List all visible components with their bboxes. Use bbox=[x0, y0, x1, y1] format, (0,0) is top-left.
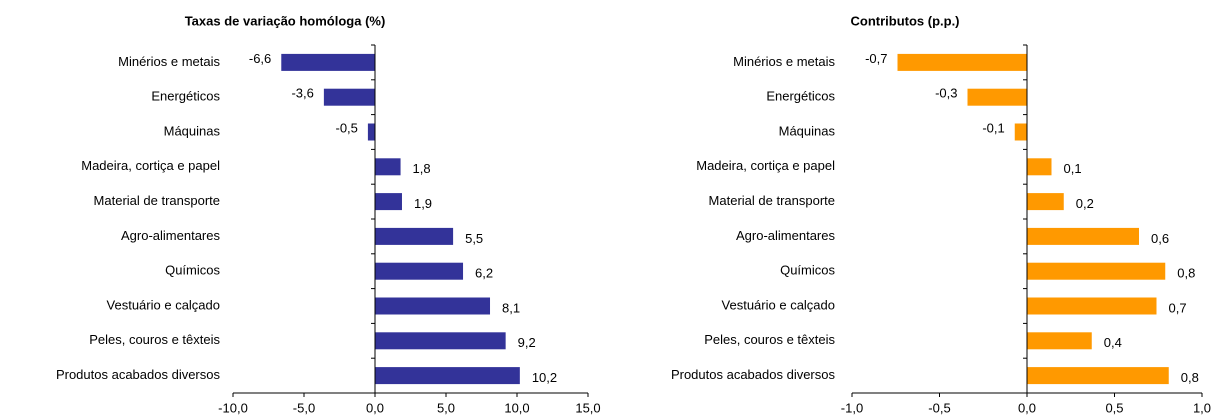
bar bbox=[1027, 332, 1092, 350]
category-label: Madeira, cortiça e papel bbox=[81, 158, 220, 173]
category-label: Químicos bbox=[165, 263, 220, 278]
category-label: Energéticos bbox=[766, 89, 835, 104]
x-tick-label: 5,0 bbox=[437, 400, 455, 415]
value-label: -3,6 bbox=[291, 86, 313, 101]
value-label: 6,2 bbox=[475, 266, 493, 281]
category-label: Produtos acabados diversos bbox=[671, 367, 836, 382]
category-label: Vestuário e calçado bbox=[722, 297, 835, 312]
category-label: Minérios e metais bbox=[733, 54, 835, 69]
value-label: -0,1 bbox=[982, 120, 1004, 135]
category-label: Químicos bbox=[780, 263, 835, 278]
category-label: Peles, couros e têxteis bbox=[89, 332, 220, 347]
category-label: Material de transporte bbox=[94, 193, 220, 208]
chart-title: Contributos (p.p.) bbox=[850, 13, 959, 28]
x-tick-label: 0,0 bbox=[1018, 400, 1036, 415]
value-label: 0,8 bbox=[1177, 266, 1195, 281]
value-label: 1,9 bbox=[414, 196, 432, 211]
x-tick-label: 0,5 bbox=[1105, 400, 1123, 415]
category-label: Madeira, cortiça e papel bbox=[696, 158, 835, 173]
category-label: Material de transporte bbox=[709, 193, 835, 208]
x-tick-label: 10,0 bbox=[504, 400, 529, 415]
value-label: 0,4 bbox=[1104, 335, 1122, 350]
bar bbox=[375, 262, 464, 280]
value-label: 8,1 bbox=[502, 300, 520, 315]
value-label: -6,6 bbox=[249, 51, 271, 66]
value-label: 0,7 bbox=[1169, 300, 1187, 315]
bar bbox=[1014, 123, 1027, 141]
category-label: Máquinas bbox=[779, 123, 836, 138]
bar bbox=[1027, 262, 1166, 280]
bar bbox=[1027, 367, 1169, 385]
bar bbox=[375, 367, 520, 385]
value-label: 0,1 bbox=[1064, 161, 1082, 176]
value-label: 1,8 bbox=[413, 161, 431, 176]
category-label: Agro-alimentares bbox=[736, 228, 835, 243]
bar bbox=[367, 123, 375, 141]
x-tick-label: -10,0 bbox=[218, 400, 248, 415]
x-tick-label: 0,0 bbox=[366, 400, 384, 415]
bar bbox=[375, 297, 491, 315]
category-label: Produtos acabados diversos bbox=[56, 367, 221, 382]
value-label: -0,3 bbox=[935, 86, 957, 101]
x-tick-label: -0,5 bbox=[928, 400, 950, 415]
category-label: Energéticos bbox=[151, 89, 220, 104]
value-label: 0,8 bbox=[1181, 370, 1199, 385]
value-label: -0,5 bbox=[335, 120, 357, 135]
bar bbox=[1027, 158, 1052, 176]
bar bbox=[323, 88, 375, 106]
chart-title: Taxas de variação homóloga (%) bbox=[185, 13, 386, 28]
bar bbox=[1027, 193, 1064, 211]
bar bbox=[375, 332, 506, 350]
category-label: Agro-alimentares bbox=[121, 228, 220, 243]
bar bbox=[281, 53, 375, 71]
value-label: 10,2 bbox=[532, 370, 557, 385]
category-label: Peles, couros e têxteis bbox=[704, 332, 835, 347]
value-label: 9,2 bbox=[518, 335, 536, 350]
bar bbox=[375, 227, 454, 245]
value-label: 0,2 bbox=[1076, 196, 1094, 211]
x-tick-label: -1,0 bbox=[841, 400, 863, 415]
bar bbox=[897, 53, 1027, 71]
value-label: 0,6 bbox=[1151, 231, 1169, 246]
value-label: 5,5 bbox=[465, 231, 483, 246]
x-tick-label: 1,0 bbox=[1193, 400, 1211, 415]
category-label: Máquinas bbox=[164, 123, 221, 138]
category-label: Minérios e metais bbox=[118, 54, 220, 69]
bar bbox=[967, 88, 1027, 106]
value-label: -0,7 bbox=[865, 51, 887, 66]
x-tick-label: -5,0 bbox=[293, 400, 315, 415]
bar bbox=[1027, 297, 1157, 315]
bar bbox=[375, 193, 402, 211]
bar bbox=[1027, 227, 1139, 245]
category-label: Vestuário e calçado bbox=[107, 297, 220, 312]
bar bbox=[375, 158, 401, 176]
x-tick-label: 15,0 bbox=[575, 400, 600, 415]
